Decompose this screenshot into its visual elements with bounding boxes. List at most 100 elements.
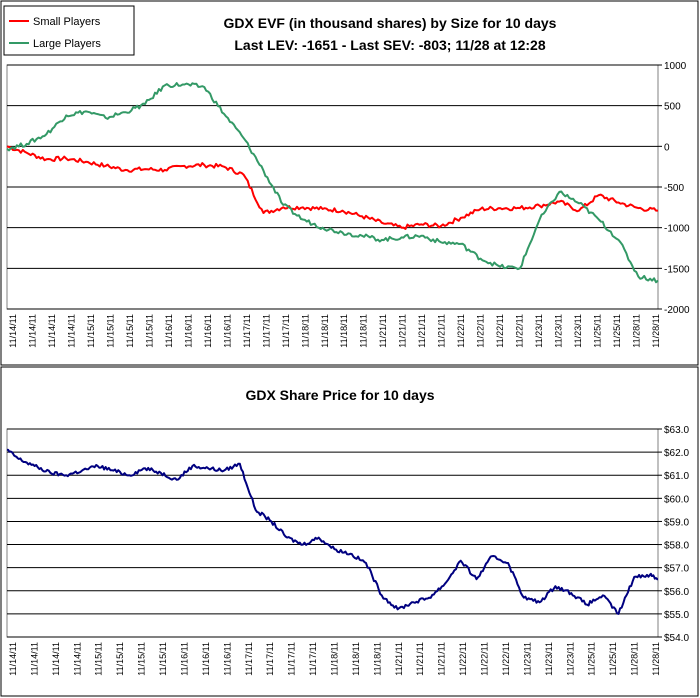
top-x-tick-label: 11/14/11: [8, 314, 18, 348]
top-x-tick-label: 11/18/11: [300, 314, 310, 348]
bottom-x-tick-label: 11/14/11: [72, 642, 82, 676]
bottom-x-tick-label: 11/15/11: [137, 642, 147, 676]
bottom-x-tick-label: 11/23/11: [522, 642, 532, 676]
top-y-tick-label: -500: [664, 183, 684, 194]
bottom-gridlines: [7, 428, 658, 638]
top-x-tick-label: 11/15/11: [86, 314, 96, 348]
bottom-y-tick-label: $59.0: [664, 517, 689, 528]
top-x-tick-label: 11/15/11: [105, 314, 115, 348]
bottom-x-tick-label: 11/15/11: [158, 642, 168, 676]
top-x-tick-label: 11/17/11: [281, 314, 291, 348]
top-x-tick-label: 11/25/11: [593, 314, 603, 348]
top-x-tick-label: 11/16/11: [222, 314, 232, 348]
top-x-tick-label: 11/21/11: [437, 314, 447, 348]
bottom-x-tick-label: 11/25/11: [587, 642, 597, 676]
top-y-tick-label: 1000: [664, 61, 687, 72]
top-x-tick-label: 11/15/11: [125, 314, 135, 348]
bottom-x-tick-label: 11/25/11: [608, 642, 618, 676]
top-y-tick-label: -1500: [664, 264, 690, 275]
top-x-tick-label: 11/17/11: [261, 314, 271, 348]
top-x-tick-label: 11/18/11: [320, 314, 330, 348]
bottom-x-tick-label: 11/23/11: [544, 642, 554, 676]
bottom-x-tick-label: 11/17/11: [308, 642, 318, 676]
top-x-tick-label: 11/16/11: [203, 314, 213, 348]
bottom-x-tick-label: 11/17/11: [244, 642, 254, 676]
bottom-y-tick-label: $63.0: [664, 425, 689, 436]
top-x-tick-label: 11/23/11: [573, 314, 583, 348]
top-x-tick-label: 11/16/11: [164, 314, 174, 348]
bottom-y-axis: $63.0 $62.0 $61.0 $60.0 $59.0 $58.0 $57.0 $56.0…: [658, 425, 689, 644]
bottom-x-tick-label: 11/14/11: [29, 642, 39, 676]
top-x-tick-label: 11/28/11: [632, 314, 642, 348]
top-series: [6, 82, 659, 284]
top-y-tick-label: 500: [664, 102, 681, 113]
top-x-tick-label: 11/23/11: [554, 314, 564, 348]
bottom-x-tick-label: 11/16/11: [222, 642, 232, 676]
bottom-x-tick-label: 11/17/11: [265, 642, 275, 676]
bottom-y-tick-label: $57.0: [664, 564, 689, 575]
bottom-x-tick-label: 11/16/11: [201, 642, 211, 676]
bottom-x-tick-label: 11/22/11: [480, 642, 490, 676]
top-y-axis: 1000 500 0 -500 -1000 -1500 -2000: [658, 61, 690, 316]
top-chart-title: GDX EVF (in thousand shares) by Size for…: [224, 15, 557, 31]
bottom-x-tick-label: 11/23/11: [565, 642, 575, 676]
bottom-y-tick-label: $60.0: [664, 494, 689, 505]
top-x-tick-label: 11/22/11: [456, 314, 466, 348]
bottom-series-line-gdx: [6, 448, 659, 615]
top-x-tick-label: 11/21/11: [417, 314, 427, 348]
top-x-tick-label: 11/22/11: [495, 314, 505, 348]
top-x-tick-label: 11/21/11: [378, 314, 388, 348]
bottom-y-tick-label: $62.0: [664, 448, 689, 459]
top-x-tick-label: 11/15/11: [144, 314, 154, 348]
legend-label-large-players: Large Players: [33, 38, 101, 50]
bottom-x-tick-label: 11/28/11: [630, 642, 640, 676]
bottom-x-tick-label: 11/18/11: [372, 642, 382, 676]
bottom-y-tick-label: $54.0: [664, 633, 689, 644]
bottom-x-tick-label: 11/18/11: [330, 642, 340, 676]
top-x-axis: 11/14/11 11/14/11 11/14/11 11/14/11 11/15/11…: [8, 314, 661, 348]
top-gridlines: [7, 64, 658, 310]
bottom-x-tick-label: 11/21/11: [415, 642, 425, 676]
top-x-tick-label: 11/22/11: [476, 314, 486, 348]
legend-box: [3, 5, 135, 56]
top-x-tick-label: 11/21/11: [398, 314, 408, 348]
top-x-tick-label: 11/25/11: [612, 314, 622, 348]
bottom-x-tick-label: 11/14/11: [51, 642, 61, 676]
bottom-y-tick-label: $56.0: [664, 587, 689, 598]
top-x-tick-label: 11/18/11: [339, 314, 349, 348]
bottom-series: [6, 448, 659, 615]
top-series-line-large-players: [6, 82, 659, 284]
bottom-x-tick-label: 11/17/11: [287, 642, 297, 676]
bottom-x-tick-label: 11/18/11: [351, 642, 361, 676]
bottom-x-tick-label: 11/22/11: [501, 642, 511, 676]
top-x-tick-label: 11/28/11: [651, 314, 661, 348]
top-y-tick-label: -1000: [664, 224, 690, 235]
top-x-tick-label: 11/14/11: [66, 314, 76, 348]
bottom-y-tick-label: $55.0: [664, 610, 689, 621]
bottom-x-tick-label: 11/16/11: [179, 642, 189, 676]
top-x-tick-label: 11/18/11: [359, 314, 369, 348]
top-x-tick-label: 11/23/11: [534, 314, 544, 348]
bottom-x-tick-label: 11/14/11: [8, 642, 18, 676]
top-x-tick-label: 11/22/11: [515, 314, 525, 348]
bottom-x-tick-label: 11/22/11: [458, 642, 468, 676]
bottom-x-tick-label: 11/15/11: [94, 642, 104, 676]
top-x-tick-label: 11/14/11: [47, 314, 57, 348]
legend-label-small-players: Small Players: [33, 16, 101, 28]
bottom-x-tick-label: 11/15/11: [115, 642, 125, 676]
top-x-tick-label: 11/16/11: [183, 314, 193, 348]
bottom-plot-area: [6, 428, 659, 638]
top-chart-subtitle: Last LEV: -1651 - Last SEV: -803; 11/28 …: [234, 37, 545, 53]
top-x-tick-label: 11/14/11: [27, 314, 37, 348]
bottom-x-axis: 11/14/11 11/14/11 11/14/11 11/14/11 11/15/11…: [8, 642, 661, 676]
bottom-x-tick-label: 11/21/11: [437, 642, 447, 676]
top-x-tick-label: 11/17/11: [242, 314, 252, 348]
bottom-chart-title: GDX Share Price for 10 days: [245, 387, 434, 403]
bottom-y-tick-label: $58.0: [664, 541, 689, 552]
legend: Small Players Large Players: [3, 5, 135, 56]
bottom-x-tick-label: 11/21/11: [394, 642, 404, 676]
bottom-y-tick-label: $61.0: [664, 471, 689, 482]
top-y-tick-label: 0: [664, 142, 670, 153]
top-y-tick-label: -2000: [664, 305, 690, 316]
